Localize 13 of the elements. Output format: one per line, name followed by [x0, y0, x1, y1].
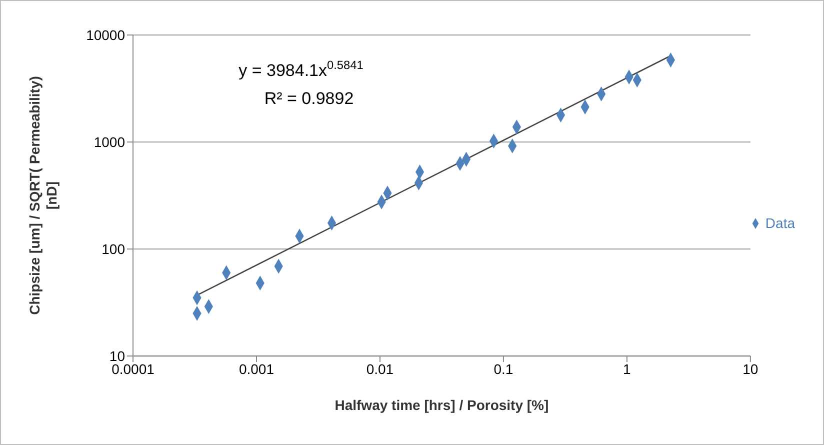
x-tick-label: 0.001 [238, 360, 274, 377]
y-tick-label: 1000 [94, 134, 126, 150]
y-tick-label: 100 [102, 240, 126, 257]
y-tick-label: 10000 [86, 26, 126, 43]
x-tick-label: 0.01 [366, 360, 394, 377]
x-tick-label: 0.1 [494, 360, 514, 377]
legend-label: Data [765, 214, 795, 230]
x-axis-title: Halfway time [hrs] / Porosity [%] [334, 397, 549, 413]
y-axis-title: Chipsize [um] / SQRT( Permeability) [nD] [26, 76, 60, 315]
annotation: y = 3984.1x$^{0.5841}$ [238, 58, 364, 80]
x-tick-label: 10 [742, 360, 758, 377]
x-tick-label: 1 [623, 360, 632, 377]
annotation: R² = 0.9892 [264, 89, 354, 108]
